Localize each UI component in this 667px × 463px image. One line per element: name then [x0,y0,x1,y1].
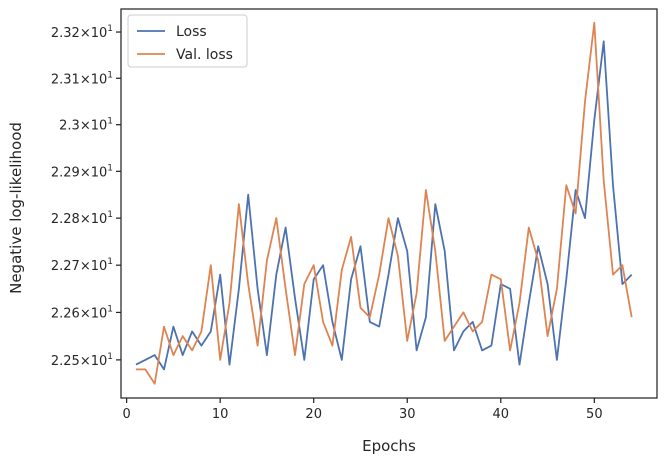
x-tick-label: 50 [586,407,603,422]
x-tick-label: 20 [305,407,322,422]
legend: Loss Val. loss [127,14,248,68]
y-axis-label: Negative log-likelihood [7,122,25,294]
y-tick-label: 2.27×101 [51,257,113,274]
y-tick-label: 2.26×101 [51,304,113,321]
x-tick-label: 0 [122,407,130,422]
y-tick-label: 2.32×101 [51,24,113,41]
legend-label-loss: Loss [176,24,207,40]
series-lines [135,21,633,385]
y-tick-label: 2.3×101 [59,117,113,134]
series-line-loss [135,40,633,371]
x-tick-label: 40 [493,407,510,422]
x-axis: 0 10 20 30 40 50 [122,398,603,422]
x-axis-label: Epochs [362,437,416,455]
x-tick-label: 30 [399,407,416,422]
y-tick-label: 2.29×101 [51,163,113,180]
y-tick-label: 2.25×101 [51,352,113,369]
legend-label-val-loss: Val. loss [176,47,233,63]
y-axis: 2.25×101 2.26×101 2.27×101 2.28×101 2.29×101… [51,24,121,369]
y-tick-label: 2.31×101 [51,70,113,87]
y-tick-label: 2.28×101 [51,210,113,227]
series-line-val-loss [136,21,633,385]
x-tick-label: 10 [212,407,229,422]
